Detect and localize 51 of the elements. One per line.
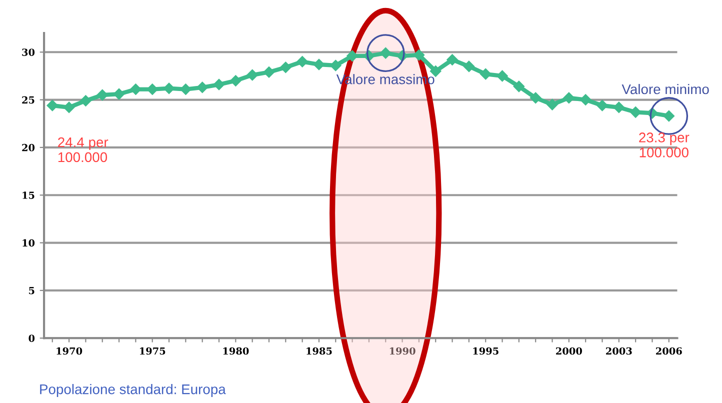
- point: [513, 80, 525, 92]
- point: [330, 60, 342, 72]
- point: [63, 102, 75, 114]
- point: [630, 106, 642, 118]
- point: [580, 94, 592, 106]
- x-tick-label: 1980: [223, 347, 249, 355]
- x-tick-label: 1975: [140, 347, 166, 355]
- y-tick-label: 5: [29, 287, 34, 294]
- point: [96, 89, 108, 101]
- point: [446, 54, 458, 66]
- x-tick-label: 2003: [606, 347, 632, 355]
- y-tick-label: 10: [22, 239, 35, 247]
- y-tick-label: 25: [22, 96, 34, 104]
- y-tick-label: 15: [22, 192, 34, 199]
- point: [180, 84, 192, 95]
- point: [113, 88, 125, 100]
- point: [46, 100, 58, 112]
- point: [480, 68, 492, 80]
- point: [296, 56, 308, 68]
- y-tick-label: 20: [22, 144, 35, 152]
- point: [530, 92, 542, 104]
- point: [246, 69, 258, 81]
- x-tick-label: 1995: [473, 347, 498, 355]
- point: [80, 95, 92, 106]
- point: [546, 98, 558, 110]
- x-tick-label: 2006: [656, 347, 682, 355]
- point: [613, 102, 625, 114]
- point: [130, 84, 142, 95]
- point: [146, 84, 158, 95]
- point: [413, 49, 425, 61]
- annotation: Valore minimo: [622, 84, 709, 94]
- point: [496, 70, 508, 82]
- point: [563, 92, 575, 104]
- point: [213, 78, 225, 90]
- point: [346, 50, 358, 62]
- point: [313, 58, 325, 70]
- x-tick-label: 1970: [56, 347, 82, 355]
- x-tick-label: 2000: [556, 347, 582, 355]
- annotation: 23.3 per 100.000: [639, 132, 690, 158]
- point: [280, 62, 292, 73]
- text: Popolazione standard: Europa: [40, 384, 226, 397]
- x-tick-label: 1985: [306, 347, 332, 355]
- y-tick-label: 0: [28, 334, 35, 342]
- annotation: 24.4 per 100.000: [58, 137, 108, 162]
- y-tick-label: 30: [22, 48, 35, 56]
- point: [463, 60, 475, 72]
- point: [263, 66, 275, 78]
- point: [596, 100, 608, 112]
- point: [196, 82, 208, 93]
- x-tick-label: 1990: [390, 347, 416, 355]
- point: [230, 75, 242, 86]
